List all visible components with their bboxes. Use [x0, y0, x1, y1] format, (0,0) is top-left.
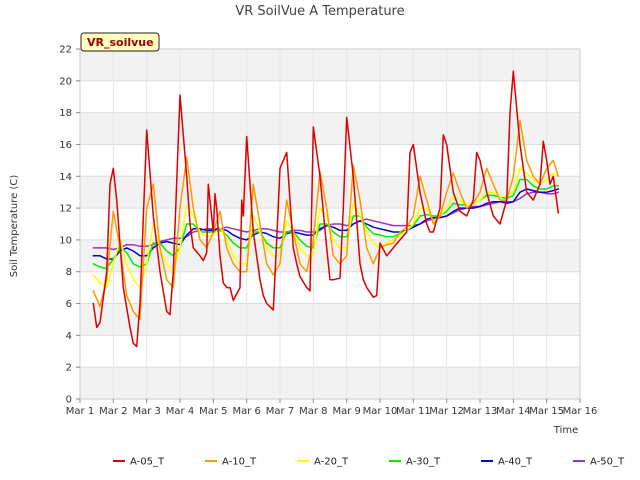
- legend-label: A-30_T: [406, 457, 441, 468]
- x-tick-label: Mar 15: [529, 406, 564, 417]
- x-tick-label: Mar 13: [463, 406, 498, 417]
- x-tick-label: Mar 14: [496, 406, 531, 417]
- plot-frame: [79, 48, 581, 400]
- x-tick-label: Mar 7: [266, 406, 294, 417]
- x-tick-label: Mar 1: [66, 406, 94, 417]
- y-tick-label: 4: [66, 331, 72, 342]
- legend-item: A-50_T: [573, 457, 625, 468]
- legend-label: A-20_T: [314, 457, 349, 468]
- x-tick-label: Mar 5: [199, 406, 227, 417]
- y-tick-label: 6: [66, 299, 72, 310]
- series-line-a-05-t: [92, 70, 560, 348]
- y-tick-label: 18: [59, 108, 72, 119]
- plot-band: [80, 49, 580, 81]
- x-tick-label: Mar 16: [563, 406, 598, 417]
- x-tick-label: Mar 2: [99, 406, 127, 417]
- series-line-a-20-t: [92, 167, 560, 289]
- y-axis-title: Soil Temperature (C): [9, 175, 20, 278]
- legend-label: A-10_T: [222, 457, 257, 468]
- x-axis-title: Time: [553, 425, 578, 436]
- badge-label: VR_soilvue: [87, 36, 154, 49]
- legend-item: A-40_T: [481, 457, 533, 468]
- y-tick-label: 2: [66, 363, 72, 374]
- series-line-a-40-t: [92, 188, 560, 260]
- plot-band: [80, 367, 580, 399]
- plot-band: [80, 144, 580, 177]
- legend-label: A-40_T: [498, 457, 533, 468]
- x-tick-label: Mar 4: [166, 406, 194, 417]
- y-tick-label: 8: [66, 267, 72, 278]
- x-tick-label: Mar 11: [396, 406, 431, 417]
- y-tick-label: 12: [59, 204, 72, 215]
- badge-box: [80, 32, 160, 52]
- legend-item: A-20_T: [297, 457, 349, 468]
- legend-item: A-05_T: [113, 457, 165, 468]
- plot-band: [80, 80, 580, 113]
- x-tick-label: Mar 9: [332, 406, 360, 417]
- y-tick-label: 22: [59, 45, 72, 56]
- gridlines: [79, 48, 581, 400]
- legend-item: A-30_T: [389, 457, 441, 468]
- plot-band: [80, 303, 580, 336]
- plot-band: [80, 335, 580, 368]
- x-tick-label: Mar 10: [363, 406, 398, 417]
- legend-item: A-10_T: [205, 457, 257, 468]
- y-tick-label: 16: [59, 140, 72, 151]
- station-badge: VR_soilvue: [80, 32, 160, 52]
- chart-title: VR SoilVue A Temperature: [235, 4, 404, 19]
- x-axis: Mar 1 Mar 2 Mar 3 Mar 4 Mar 5 Mar 6 Mar 7 Mar 8…: [66, 399, 598, 417]
- series-lines: [92, 70, 560, 348]
- legend-label: A-50_T: [590, 457, 625, 468]
- x-tick-label: Mar 8: [299, 406, 327, 417]
- plot-band: [80, 112, 580, 145]
- y-tick-label: 0: [66, 395, 72, 406]
- y-tick-label: 10: [59, 235, 72, 246]
- legend: A-05_T A-10_T A-20_T A-30_T A-40_T A-50_T: [113, 457, 625, 468]
- legend-label: A-05_T: [130, 457, 165, 468]
- y-tick-label: 14: [59, 172, 72, 183]
- x-tick-label: Mar 3: [132, 406, 160, 417]
- y-tick-label: 20: [59, 76, 72, 87]
- x-tick-label: Mar 6: [232, 406, 260, 417]
- y-axis: 0 2 4 6 8 10 12 14 16 18 20 22: [59, 45, 80, 406]
- x-tick-label: Mar 12: [429, 406, 464, 417]
- series-line-a-10-t: [92, 119, 560, 321]
